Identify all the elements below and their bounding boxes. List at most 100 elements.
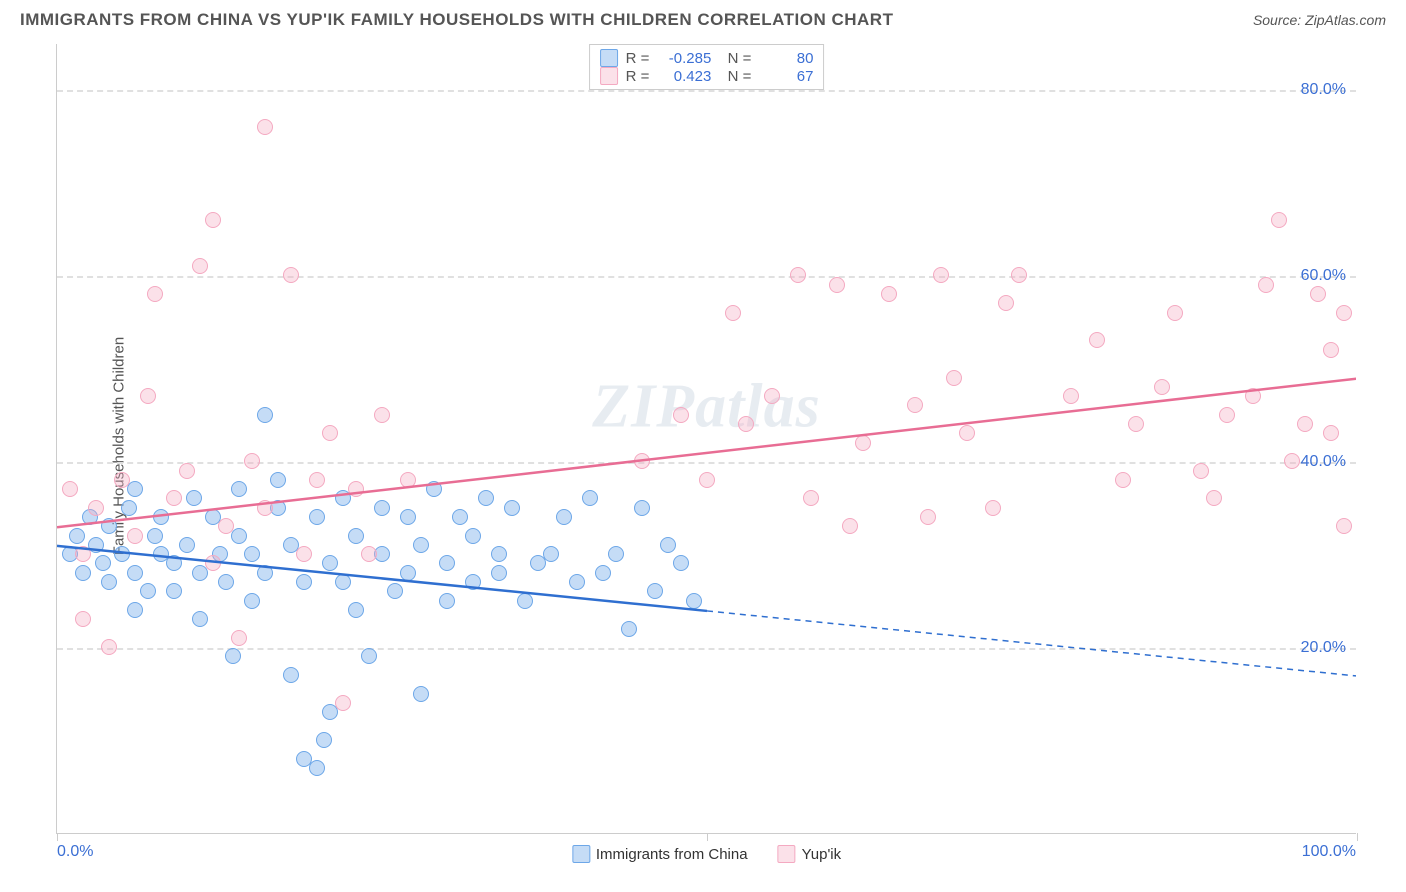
scatter-point-yupik: [348, 481, 364, 497]
scatter-point-china: [569, 574, 585, 590]
scatter-point-yupik: [400, 472, 416, 488]
y-tick-label: 20.0%: [1301, 639, 1346, 657]
scatter-point-yupik: [231, 630, 247, 646]
scatter-point-yupik: [959, 425, 975, 441]
scatter-point-china: [127, 565, 143, 581]
x-tick-mark: [707, 833, 708, 841]
scatter-point-china: [465, 574, 481, 590]
scatter-point-yupik: [907, 397, 923, 413]
scatter-point-china: [270, 472, 286, 488]
scatter-point-china: [595, 565, 611, 581]
scatter-point-yupik: [1284, 453, 1300, 469]
scatter-point-china: [316, 732, 332, 748]
scatter-point-china: [491, 565, 507, 581]
trend-lines: [57, 44, 1356, 833]
scatter-point-yupik: [738, 416, 754, 432]
correlation-legend: R = -0.285 N = 80 R = 0.423 N = 67: [589, 44, 825, 90]
scatter-point-yupik: [374, 407, 390, 423]
scatter-point-china: [634, 500, 650, 516]
scatter-point-yupik: [1323, 425, 1339, 441]
scatter-point-china: [465, 528, 481, 544]
scatter-point-yupik: [1089, 332, 1105, 348]
scatter-point-china: [504, 500, 520, 516]
scatter-point-yupik: [985, 500, 1001, 516]
scatter-point-yupik: [179, 463, 195, 479]
scatter-point-china: [69, 528, 85, 544]
scatter-point-china: [257, 565, 273, 581]
scatter-point-china: [413, 686, 429, 702]
scatter-point-yupik: [1128, 416, 1144, 432]
scatter-point-yupik: [322, 425, 338, 441]
x-tick-mark: [1357, 833, 1358, 841]
legend-label-china: Immigrants from China: [596, 846, 748, 863]
scatter-point-yupik: [166, 490, 182, 506]
series-legend: Immigrants from China Yup'ik: [572, 845, 841, 863]
scatter-point-china: [673, 555, 689, 571]
scatter-point-yupik: [1063, 388, 1079, 404]
scatter-point-yupik: [920, 509, 936, 525]
scatter-point-china: [348, 602, 364, 618]
gridline: [57, 648, 1356, 650]
scatter-point-yupik: [829, 277, 845, 293]
y-tick-label: 80.0%: [1301, 81, 1346, 99]
scatter-point-yupik: [1193, 463, 1209, 479]
n-value-china: 80: [759, 50, 813, 67]
scatter-point-yupik: [192, 258, 208, 274]
legend-item-yupik: Yup'ik: [778, 845, 842, 863]
scatter-point-yupik: [1011, 267, 1027, 283]
scatter-point-china: [283, 667, 299, 683]
scatter-point-china: [127, 602, 143, 618]
scatter-point-yupik: [1271, 212, 1287, 228]
scatter-point-yupik: [140, 388, 156, 404]
scatter-point-yupik: [1297, 416, 1313, 432]
scatter-point-china: [413, 537, 429, 553]
scatter-point-yupik: [946, 370, 962, 386]
watermark-text: ZIPatlas: [592, 372, 820, 440]
scatter-point-china: [147, 528, 163, 544]
chart-header: IMMIGRANTS FROM CHINA VS YUP'IK FAMILY H…: [0, 0, 1406, 36]
scatter-point-china: [686, 593, 702, 609]
gridline: [57, 276, 1356, 278]
legend-label-yupik: Yup'ik: [802, 846, 842, 863]
chart-plot-area: ZIPatlas R = -0.285 N = 80 R = 0.423 N =…: [56, 44, 1356, 834]
scatter-point-china: [127, 481, 143, 497]
scatter-point-china: [101, 574, 117, 590]
scatter-point-yupik: [1310, 286, 1326, 302]
scatter-point-china: [101, 518, 117, 534]
scatter-point-china: [517, 593, 533, 609]
scatter-point-yupik: [764, 388, 780, 404]
scatter-point-china: [335, 574, 351, 590]
scatter-point-yupik: [335, 695, 351, 711]
n-value-yupik: 67: [759, 68, 813, 85]
scatter-point-china: [166, 583, 182, 599]
swatch-blue: [600, 49, 618, 67]
scatter-point-yupik: [205, 555, 221, 571]
scatter-point-china: [296, 574, 312, 590]
scatter-point-china: [121, 500, 137, 516]
scatter-point-china: [153, 509, 169, 525]
scatter-point-china: [439, 555, 455, 571]
scatter-point-yupik: [634, 453, 650, 469]
watermark: ZIPatlas: [592, 371, 820, 442]
scatter-point-yupik: [147, 286, 163, 302]
scatter-point-yupik: [842, 518, 858, 534]
trend-line-china-dashed: [707, 611, 1356, 676]
scatter-point-china: [543, 546, 559, 562]
x-axis-max-label: 100.0%: [1302, 843, 1356, 861]
scatter-point-yupik: [257, 500, 273, 516]
scatter-point-yupik: [101, 639, 117, 655]
scatter-point-china: [374, 500, 390, 516]
scatter-point-yupik: [244, 453, 260, 469]
scatter-point-yupik: [75, 546, 91, 562]
scatter-point-yupik: [1219, 407, 1235, 423]
scatter-point-yupik: [1336, 518, 1352, 534]
scatter-point-yupik: [1245, 388, 1261, 404]
scatter-point-yupik: [1336, 305, 1352, 321]
scatter-point-yupik: [933, 267, 949, 283]
scatter-point-yupik: [998, 295, 1014, 311]
swatch-blue: [572, 845, 590, 863]
scatter-point-yupik: [1206, 490, 1222, 506]
scatter-point-yupik: [361, 546, 377, 562]
chart-source: Source: ZipAtlas.com: [1253, 12, 1386, 28]
scatter-point-yupik: [218, 518, 234, 534]
